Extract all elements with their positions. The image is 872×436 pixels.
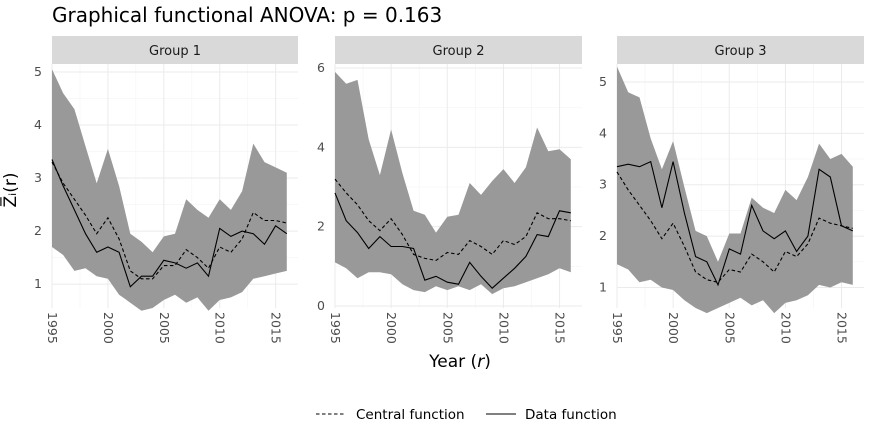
legend: Central function Data function <box>316 407 617 423</box>
x-tick-label: 2015 <box>269 312 284 344</box>
y-tick-label: 2 <box>34 223 42 238</box>
y-tick-label: 3 <box>599 177 607 192</box>
facet-strip-label: Group 1 <box>149 44 201 59</box>
central-function-line <box>51 161 287 280</box>
panel-1: Group 1 1 2 3 4 5 1995 2000 2005 2010 2015 <box>34 36 298 344</box>
y-tick-label: 2 <box>317 219 325 234</box>
chart-title: Graphical functional ANOVA: p = 0.163 <box>52 3 442 27</box>
panel-2: Group 2 0 2 4 6 1995 2000 2005 2010 2015 <box>317 36 582 344</box>
data-function-line <box>334 192 571 289</box>
x-tick-label: 2000 <box>101 312 116 344</box>
y-tick-label: 4 <box>317 139 325 154</box>
x-tick-label: 1995 <box>45 312 60 344</box>
x-tick-label: 2000 <box>666 312 681 344</box>
panel-3: Group 3 1 2 3 4 5 1995 2000 2005 2010 2015 <box>599 36 864 344</box>
facet-strip-label: Group 3 <box>715 44 767 59</box>
facet-strip-label: Group 2 <box>433 44 485 59</box>
x-tick-label: 2015 <box>835 312 850 344</box>
central-function-line <box>334 178 571 261</box>
legend-label-2: Data function <box>525 407 617 423</box>
data-function-line <box>616 160 854 287</box>
y-tick-label: 0 <box>317 298 325 313</box>
facet-strip <box>335 36 582 64</box>
x-axis-label-prefix: Year ( <box>428 352 477 372</box>
x-tick-label: 2010 <box>496 312 511 344</box>
x-tick-label: 2005 <box>722 312 737 344</box>
facet-strip <box>52 36 298 64</box>
envelope-band <box>617 66 853 314</box>
envelope-band <box>335 71 571 295</box>
y-tick-label: 5 <box>34 64 42 79</box>
x-tick-label: 2010 <box>778 312 793 344</box>
y-tick-label: 4 <box>34 117 42 132</box>
x-tick-label: 2015 <box>553 312 568 344</box>
facet-panels: Group 1 1 2 3 4 5 1995 2000 2005 2010 2015 Group 2 0… <box>34 36 864 344</box>
envelope-band <box>52 69 287 311</box>
y-tick-label: 4 <box>599 125 607 140</box>
x-axis-label-suffix: ) <box>484 352 491 372</box>
y-tick-label: 2 <box>599 228 607 243</box>
x-axis-label: Year (r) <box>428 352 491 372</box>
y-tick-label: 5 <box>599 74 607 89</box>
x-tick-label: 2005 <box>157 312 172 344</box>
x-tick-label: 1995 <box>610 312 625 344</box>
y-tick-label: 6 <box>317 60 325 75</box>
data-function-line <box>51 159 288 288</box>
x-tick-label: 2000 <box>384 312 399 344</box>
y-axis-label: Z̅ᵢ(r) <box>0 173 21 208</box>
y-tick-label: 1 <box>34 276 42 291</box>
x-tick-label: 1995 <box>328 312 343 344</box>
x-axis-label-var: r <box>477 352 485 372</box>
y-tick-label: 1 <box>599 279 607 294</box>
x-tick-label: 2010 <box>213 312 228 344</box>
facet-strip <box>617 36 864 64</box>
x-tick-label: 2005 <box>440 312 455 344</box>
y-tick-label: 3 <box>34 170 42 185</box>
legend-label-1: Central function <box>356 407 465 423</box>
central-function-line <box>616 171 853 283</box>
